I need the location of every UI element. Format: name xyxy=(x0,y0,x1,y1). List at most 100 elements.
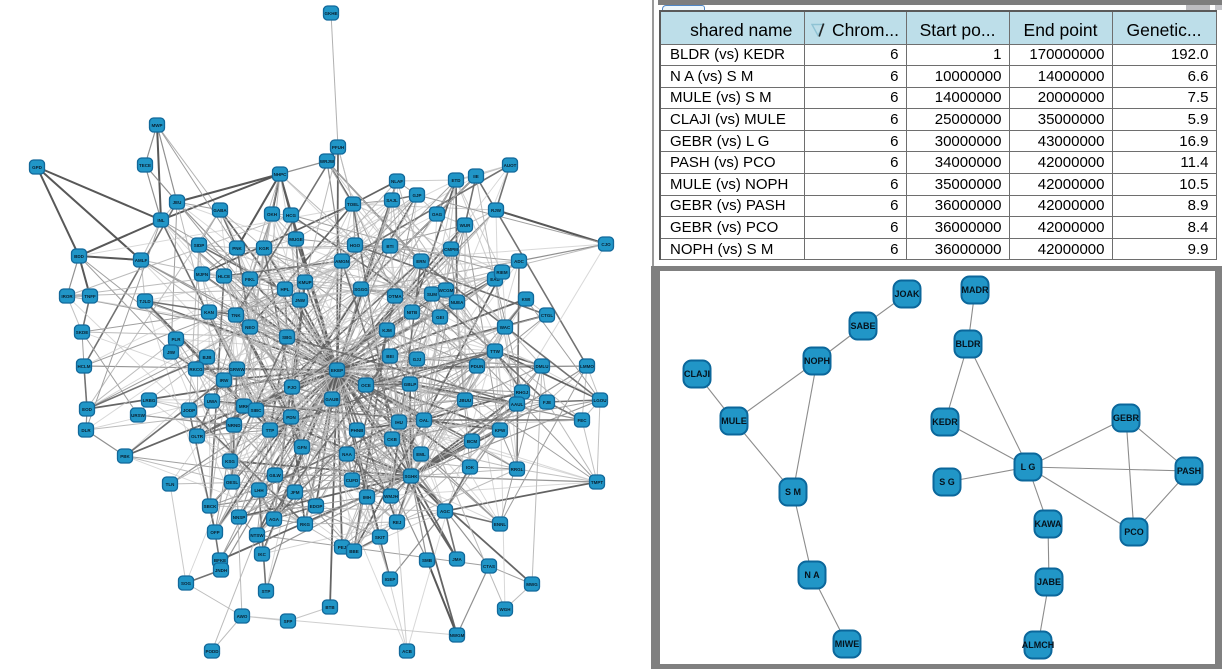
svg-text:PODD: PODD xyxy=(205,649,219,654)
svg-text:STP: STP xyxy=(262,589,271,594)
svg-text:FEC: FEC xyxy=(578,418,588,423)
svg-text:MWG: MWG xyxy=(526,582,538,587)
svg-text:DLR: DLR xyxy=(81,428,91,433)
svg-text:EML: EML xyxy=(416,452,426,457)
svg-text:GJJ: GJJ xyxy=(413,357,422,362)
svg-text:CMPM: CMPM xyxy=(444,247,458,252)
svg-text:IMH: IMH xyxy=(363,495,371,500)
svg-text:AAUL: AAUL xyxy=(511,402,524,407)
svg-text:TOEL: TOEL xyxy=(347,202,359,207)
svg-text:CJO: CJO xyxy=(601,242,611,247)
svg-text:BTI: BTI xyxy=(386,244,393,249)
svg-text:L G: L G xyxy=(1021,462,1036,472)
svg-text:JEU: JEU xyxy=(173,200,182,205)
svg-text:MJFN: MJFN xyxy=(196,272,208,277)
svg-text:SGGG: SGGG xyxy=(354,287,368,292)
svg-text:EKEP: EKEP xyxy=(331,368,343,373)
svg-text:PDN: PDN xyxy=(286,415,296,420)
svg-text:NHPC: NHPC xyxy=(274,172,288,177)
svg-text:IRW: IRW xyxy=(220,378,229,383)
svg-text:TMPT: TMPT xyxy=(591,480,603,485)
svg-text:HPL: HPL xyxy=(281,287,290,292)
svg-text:SKDE: SKDE xyxy=(76,330,89,335)
svg-text:IIE: IIE xyxy=(473,174,479,179)
svg-text:MRK: MRK xyxy=(239,404,250,409)
svg-text:RHGJ: RHGJ xyxy=(516,390,529,395)
svg-text:CLAJI: CLAJI xyxy=(684,369,710,379)
svg-text:NUEA: NUEA xyxy=(451,300,465,305)
svg-text:TNFF: TNFF xyxy=(84,294,96,299)
svg-text:OLTR: OLTR xyxy=(191,434,204,439)
svg-text:BCM: BCM xyxy=(467,439,477,444)
svg-text:SIBC: SIBC xyxy=(251,408,263,413)
svg-text:TECE: TECE xyxy=(139,163,151,168)
svg-text:ACB: ACB xyxy=(402,649,412,654)
svg-text:AMLF: AMLF xyxy=(135,258,148,263)
svg-text:EOD: EOD xyxy=(82,407,93,412)
svg-text:S M: S M xyxy=(785,487,801,497)
svg-text:JIW: JIW xyxy=(167,350,176,355)
svg-text:NITB: NITB xyxy=(407,310,418,315)
svg-text:KMUP: KMUP xyxy=(298,280,311,285)
svg-text:OKH: OKH xyxy=(267,212,277,217)
svg-text:SUM: SUM xyxy=(427,292,437,297)
svg-text:HLCE: HLCE xyxy=(218,274,230,279)
svg-text:GJP: GJP xyxy=(412,193,421,198)
svg-text:HCG: HCG xyxy=(286,213,296,218)
svg-text:LMMO: LMMO xyxy=(580,364,594,369)
svg-text:CKB: CKB xyxy=(387,437,397,442)
svg-text:SOG: SOG xyxy=(181,581,192,586)
svg-text:AMGN: AMGN xyxy=(335,259,349,264)
svg-text:OCE: OCE xyxy=(361,383,371,388)
svg-text:PNK: PNK xyxy=(232,246,242,251)
svg-text:JNDH: JNDH xyxy=(215,568,227,573)
svg-text:NTSW: NTSW xyxy=(250,533,264,538)
svg-text:AGA: AGA xyxy=(269,517,280,522)
svg-text:TTW: TTW xyxy=(490,349,500,354)
svg-text:JOAK: JOAK xyxy=(894,289,920,299)
svg-text:GABA: GABA xyxy=(213,208,227,213)
svg-text:RIEM: RIEM xyxy=(496,270,508,275)
svg-text:WMJH: WMJH xyxy=(384,494,398,499)
svg-text:IOK: IOK xyxy=(466,465,475,470)
svg-text:KGR: KGR xyxy=(259,246,270,251)
svg-text:ADC: ADC xyxy=(514,259,524,264)
svg-text:REJ: REJ xyxy=(393,520,402,525)
svg-text:WCGM: WCGM xyxy=(439,288,454,293)
svg-text:PHNB: PHNB xyxy=(351,428,365,433)
svg-text:RKG: RKG xyxy=(300,522,310,527)
svg-text:BEI: BEI xyxy=(386,354,394,359)
svg-text:GRWW: GRWW xyxy=(229,367,245,372)
svg-text:HGO: HGO xyxy=(350,243,361,248)
svg-text:MIWE: MIWE xyxy=(835,639,860,649)
svg-text:DMLU: DMLU xyxy=(536,364,549,369)
svg-text:OAG: OAG xyxy=(432,212,443,217)
svg-text:WGH: WGH xyxy=(500,607,511,612)
svg-text:IROR: IROR xyxy=(61,294,73,299)
svg-text:TLN: TLN xyxy=(166,482,175,487)
svg-text:GPD: GPD xyxy=(32,165,43,170)
svg-text:BFKE: BFKE xyxy=(214,558,226,563)
svg-text:SMB: SMB xyxy=(422,558,433,563)
svg-text:GBLP: GBLP xyxy=(404,382,417,387)
svg-text:NRND: NRND xyxy=(228,423,242,428)
svg-text:NWGM: NWGM xyxy=(450,633,465,638)
svg-text:BLDR: BLDR xyxy=(956,339,981,349)
svg-text:KAWA: KAWA xyxy=(1035,519,1063,529)
svg-text:OESL: OESL xyxy=(226,480,239,485)
svg-text:LRBG: LRBG xyxy=(143,398,156,403)
svg-text:PFUH: PFUH xyxy=(332,145,344,150)
svg-text:TNK: TNK xyxy=(231,313,241,318)
svg-text:KAN: KAN xyxy=(204,310,214,315)
svg-text:GILW: GILW xyxy=(269,473,281,478)
svg-text:SBCK: SBCK xyxy=(204,504,218,509)
svg-text:GEI: GEI xyxy=(436,315,444,320)
svg-text:AGC: AGC xyxy=(440,509,451,514)
svg-text:SGHK: SGHK xyxy=(404,474,418,479)
svg-text:SKIT: SKIT xyxy=(375,535,386,540)
svg-text:MUGE: MUGE xyxy=(289,237,303,242)
svg-text:IGEP: IGEP xyxy=(385,577,396,582)
svg-text:JMA: JMA xyxy=(452,557,462,562)
svg-text:GAUB: GAUB xyxy=(325,397,339,402)
svg-text:HCLM: HCLM xyxy=(78,364,91,369)
